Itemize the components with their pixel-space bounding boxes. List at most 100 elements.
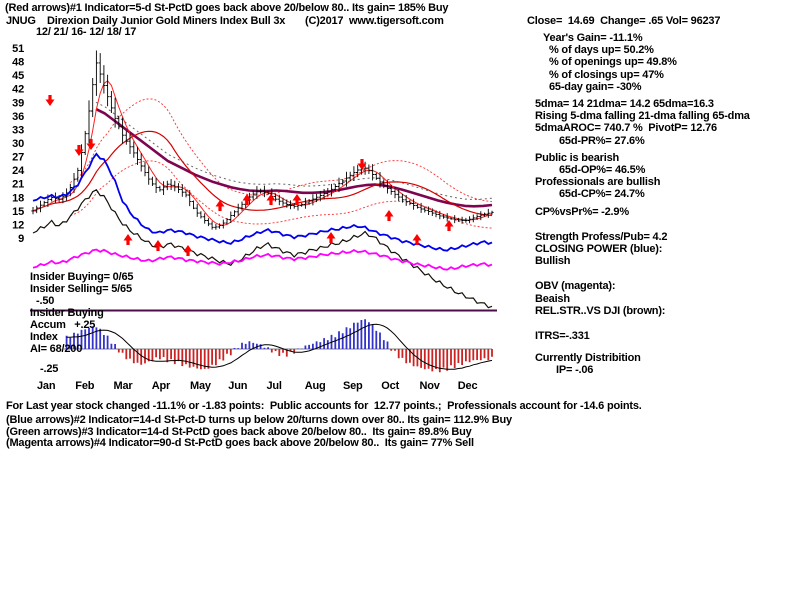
y-axis-label: 33: [12, 124, 24, 136]
y-axis-label: 48: [12, 57, 24, 69]
buy-arrow-icon: [326, 232, 336, 243]
stats-line: 5dmaAROC= 740.7 % PivotP= 12.76: [535, 122, 717, 135]
ma65-line: [95, 107, 493, 208]
y-axis-label: 12: [12, 219, 24, 231]
stats-line: Rising 5-dma falling 21-dma falling 65-d…: [535, 110, 750, 123]
stats-line: REL.STR..VS DJI (brown):: [535, 304, 666, 317]
copyright-site: (C)2017 www.tigersoft.com: [305, 15, 444, 27]
x-axis-month-label: Mar: [114, 380, 134, 392]
sell-arrow-icon: [45, 95, 55, 106]
x-axis-month-label: Jun: [228, 380, 247, 392]
stats-line: 65d-OP%= 46.5%: [559, 164, 646, 177]
x-axis-month-label: May: [190, 380, 212, 392]
buy-arrow-icon: [153, 240, 163, 251]
x-axis-month-label: Feb: [75, 380, 94, 392]
y-axis-label: 39: [12, 97, 24, 109]
stats-line: 65-day gain= -30%: [549, 80, 642, 93]
sell-arrow-icon: [74, 145, 84, 156]
stats-line: Strength Profess/Pub= 4.2: [535, 230, 668, 243]
buy-arrow-icon: [384, 210, 394, 221]
insider-selling-count-label: Insider Selling= 5/65: [30, 283, 132, 295]
x-axis-month-label: Aug: [305, 380, 326, 392]
dotted-companion-line: [95, 101, 493, 201]
buy-arrow-icon: [183, 245, 193, 256]
y-axis-label: 51: [12, 43, 24, 55]
y-axis-label: 15: [12, 206, 24, 218]
y-axis-label: 45: [12, 70, 24, 82]
lower-band-line: [70, 160, 493, 229]
accum-bars-negative: [117, 349, 493, 373]
scale-label-neg50: -.50: [36, 295, 55, 307]
x-axis-month-label: Oct: [381, 380, 399, 392]
x-axis-month-label: Jul: [267, 380, 282, 392]
date-range-label: 12/ 21/ 16- 12/ 18/ 17: [36, 26, 137, 38]
ma21-line: [32, 130, 493, 217]
accum-panel-title-4: AI= 68/200: [30, 343, 83, 355]
price-bars: [31, 50, 494, 230]
stats-line: 5dma= 14 21dma= 14.2 65dma=16.3: [535, 98, 714, 111]
buy-arrow-icon: [444, 220, 454, 231]
stats-line: 65d-PR%= 27.6%: [559, 134, 645, 147]
quote-stats: Close= 14.69 Change= .65 Vol= 96237: [527, 15, 721, 27]
legend-line: (Magenta arrows)#4 Indicator=90-d St-Pct…: [6, 437, 474, 450]
stats-line: OBV (magenta):: [535, 280, 616, 293]
stats-line: CLOSING POWER (blue):: [535, 243, 663, 256]
y-axis-label: 30: [12, 138, 24, 150]
stats-line: Public is bearish: [535, 151, 620, 164]
stats-line: ITRS=-.331: [535, 330, 590, 343]
insider-buying-count-label: Insider Buying= 0/65: [30, 271, 134, 283]
x-axis-month-label: Apr: [152, 380, 171, 392]
y-axis-label: 24: [12, 165, 25, 177]
accum-panel-title-2: Accum +.25: [30, 319, 96, 331]
ticker-symbol: JNUG: [6, 15, 36, 27]
obv-line: [32, 248, 493, 271]
buy-arrow-icon: [266, 194, 276, 205]
stats-line: % of days up= 50.2%: [549, 44, 654, 57]
y-axis-label: 21: [12, 179, 24, 191]
buy-arrow-icon: [412, 234, 422, 245]
buy-arrow-icon: [242, 194, 252, 205]
y-axis-label: 36: [12, 111, 24, 123]
scale-label-neg25: -.25: [40, 363, 59, 375]
stats-line: CP%vsPr%= -2.9%: [535, 205, 629, 218]
stats-line: Professionals are bullish: [535, 176, 661, 189]
accum-panel-title-1: Insider Buying: [30, 307, 104, 319]
closing-power-line: [32, 152, 493, 252]
signal-legend-red: (Red arrows)#1 Indicator=5-d St-PctD goe…: [5, 2, 449, 14]
accum-ma-line: [66, 323, 493, 370]
security-name: Direxion Daily Junior Gold Miners Index …: [47, 15, 286, 27]
y-axis-label: 9: [18, 233, 24, 245]
stats-line: IP= -.06: [556, 364, 594, 377]
x-axis-month-label: Sep: [343, 380, 363, 392]
legend-line: For Last year stock changed -11.1% or -1…: [6, 400, 642, 412]
footer-legends: For Last year stock changed -11.1% or -1…: [6, 400, 786, 450]
relative-strength-line: [32, 189, 493, 309]
buy-arrow-icon: [215, 200, 225, 211]
sell-arrow-icon: [357, 159, 367, 170]
stats-line: Beaish: [535, 292, 570, 305]
ma5-line: [32, 80, 493, 226]
stats-panel: Year's Gain= -11.1%% of days up= 50.2%% …: [535, 32, 797, 377]
y-axis-label: 27: [12, 152, 24, 164]
stats-line: % of closings up= 47%: [549, 68, 664, 81]
accum-bars-positive: [65, 319, 389, 349]
x-axis-month-label: Jan: [37, 380, 56, 392]
stats-line: Currently Distribition: [535, 352, 641, 365]
x-axis-month-label: Nov: [420, 380, 441, 392]
accum-panel-title-3: Index: [30, 331, 58, 343]
legend-line: (Green arrows)#3 Indicator=14-d St-PctD …: [6, 425, 472, 438]
y-axis-label: 42: [12, 84, 24, 96]
upper-band-line: [70, 98, 493, 203]
stats-line: Bullish: [535, 255, 571, 268]
stats-line: 65d-CP%= 24.7%: [559, 188, 645, 201]
sell-arrow-icon: [86, 139, 96, 150]
stats-line: % of openings up= 49.8%: [549, 56, 677, 69]
legend-line: (Blue arrows)#2 Indicator=14-d St-Pct-D …: [6, 414, 512, 427]
stats-line: Year's Gain= -11.1%: [543, 32, 643, 44]
x-axis-month-label: Dec: [458, 380, 478, 392]
buy-arrow-icon: [292, 194, 302, 205]
y-axis-label: 18: [12, 192, 24, 204]
buy-arrow-icon: [123, 234, 133, 245]
